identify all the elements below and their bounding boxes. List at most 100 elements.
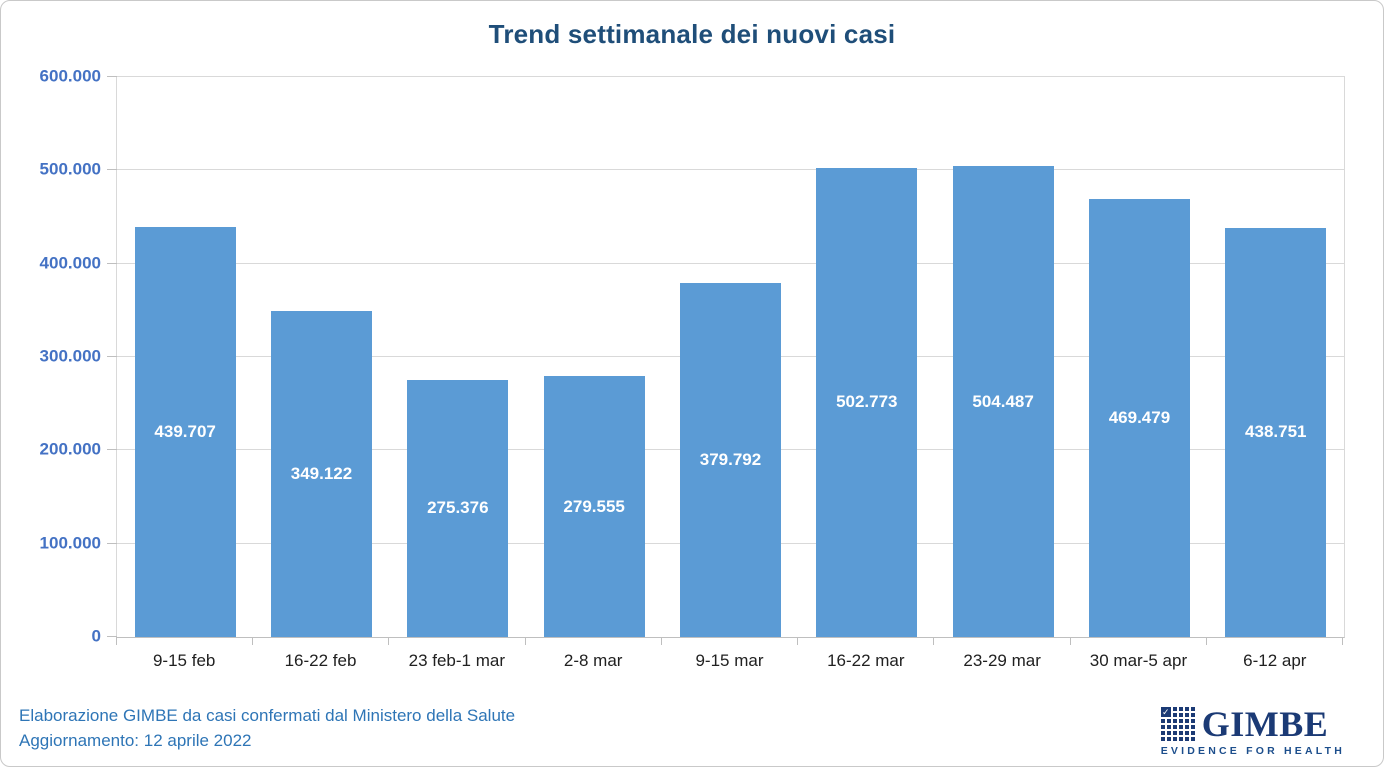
gimbe-logo-name: GIMBE xyxy=(1201,703,1329,744)
y-tick-mark xyxy=(107,636,117,637)
bar-value-label: 502.773 xyxy=(836,392,898,412)
x-axis-category-label: 9-15 mar xyxy=(695,651,764,670)
bar-column: 469.479 xyxy=(1071,77,1207,637)
bar-column: 275.376 xyxy=(390,77,526,637)
y-axis-tick-label: 600.000 xyxy=(39,66,101,86)
logo-grid-square xyxy=(1166,731,1171,735)
bar-value-label: 439.707 xyxy=(154,421,216,441)
y-axis-tick-label: 100.000 xyxy=(39,533,101,553)
logo-grid-square xyxy=(1166,719,1171,723)
x-axis-category-label: 6-12 apr xyxy=(1243,651,1307,670)
footer-line-1: Elaborazione GIMBE da casi confermati da… xyxy=(19,706,516,725)
gridline xyxy=(117,262,1344,264)
bar: 279.555 xyxy=(543,376,645,637)
bar-column: 379.792 xyxy=(662,77,798,637)
logo-grid-square xyxy=(1178,707,1183,711)
bar: 439.707 xyxy=(134,226,236,637)
x-axis-category-label: 16-22 mar xyxy=(827,651,905,670)
logo-grid-square xyxy=(1184,707,1189,711)
logo-grid-square xyxy=(1190,731,1195,735)
bar: 469.479 xyxy=(1089,198,1190,637)
y-axis-tick-label: 500.000 xyxy=(39,159,101,179)
y-tick-mark xyxy=(107,169,117,171)
bar-value-label: 275.376 xyxy=(427,498,489,518)
y-tick-mark xyxy=(107,76,117,77)
gimbe-logo: ✓ GIMBE EVIDENCE FOR HEALTH xyxy=(1160,703,1345,757)
y-tick-mark xyxy=(107,356,117,357)
bar-column: 504.487 xyxy=(935,77,1071,637)
bars-row: 439.707 349.122 275.376 279.555 379.792 502.7… xyxy=(117,77,1344,637)
logo-grid-square xyxy=(1160,719,1165,723)
x-tick-mark xyxy=(1207,637,1343,645)
x-tick-mark xyxy=(253,637,390,645)
logo-grid-square xyxy=(1178,737,1183,741)
logo-grid-square xyxy=(1160,725,1165,729)
y-axis-tick-label: 300.000 xyxy=(39,346,101,366)
logo-grid-square xyxy=(1178,725,1183,729)
x-axis-ticks xyxy=(116,637,1343,645)
logo-grid-square xyxy=(1190,713,1195,717)
plot-area: 439.707 349.122 275.376 279.555 379.792 502.7… xyxy=(107,76,1345,638)
x-axis-category-label: 9-15 feb xyxy=(152,651,216,670)
logo-grid-square xyxy=(1184,737,1189,741)
bar: 502.773 xyxy=(816,167,918,637)
logo-grid-square xyxy=(1190,707,1195,711)
footer-source-note: Elaborazione GIMBE da casi confermati da… xyxy=(19,703,515,753)
logo-grid-square xyxy=(1178,731,1183,735)
bar-value-label: 438.751 xyxy=(1245,422,1307,442)
gimbe-logo-tagline: EVIDENCE FOR HEALTH xyxy=(1160,745,1345,757)
bar: 275.376 xyxy=(407,379,509,637)
logo-grid-square xyxy=(1178,719,1183,723)
gimbe-grid-checkmark-icon: ✓ xyxy=(1160,706,1195,741)
logo-grid-square xyxy=(1166,725,1171,729)
bar-value-label: 379.792 xyxy=(699,449,762,469)
bar-value-label: 504.487 xyxy=(972,391,1034,411)
bar-column: 438.751 xyxy=(1208,77,1344,637)
logo-grid-square xyxy=(1166,737,1171,741)
logo-grid-square xyxy=(1172,737,1177,741)
logo-grid-square xyxy=(1160,731,1165,735)
logo-grid-square xyxy=(1184,713,1189,717)
chart-title: Trend settimanale dei nuovi casi xyxy=(488,19,896,49)
x-tick-mark xyxy=(389,637,526,645)
x-tick-mark xyxy=(662,637,799,645)
logo-grid-square xyxy=(1184,725,1189,729)
bar-column: 279.555 xyxy=(526,77,662,637)
x-axis-category-label: 16-22 feb xyxy=(284,651,357,670)
gridline xyxy=(117,169,1344,171)
bar-column: 502.773 xyxy=(799,77,935,637)
checkmark-icon: ✓ xyxy=(1160,706,1171,717)
x-axis-category-label: 23 feb-1 mar xyxy=(408,651,506,670)
logo-grid-square xyxy=(1160,737,1165,741)
footer-line-2: Aggiornamento: 12 aprile 2022 xyxy=(19,731,252,750)
x-axis-labels: 9-15 feb 16-22 feb 23 feb-1 mar 2-8 mar 9-15… xyxy=(116,651,1343,671)
bar: 349.122 xyxy=(271,311,372,637)
logo-grid-square xyxy=(1178,713,1183,717)
y-tick-mark xyxy=(107,262,117,264)
bar-value-label: 469.479 xyxy=(1108,407,1171,427)
logo-grid-square xyxy=(1190,725,1195,729)
bar-value-label: 349.122 xyxy=(290,464,353,484)
logo-grid-square xyxy=(1172,713,1177,717)
logo-grid-square xyxy=(1184,719,1189,723)
logo-grid-square xyxy=(1172,731,1177,735)
bar-value-label: 279.555 xyxy=(563,496,625,516)
logo-grid-square xyxy=(1172,707,1177,711)
bar: 504.487 xyxy=(952,166,1054,637)
logo-grid-square xyxy=(1172,719,1177,723)
x-tick-mark xyxy=(798,637,935,645)
y-tick-mark xyxy=(107,449,117,451)
y-axis-tick-label: 0 xyxy=(91,626,101,646)
x-tick-mark xyxy=(526,637,662,645)
bar-column: 349.122 xyxy=(253,77,389,637)
x-tick-mark xyxy=(117,637,254,645)
logo-grid-square xyxy=(1172,725,1177,729)
x-tick-mark xyxy=(1071,637,1207,645)
logo-grid-square xyxy=(1190,737,1195,741)
x-axis-category-label: 2-8 mar xyxy=(563,651,623,670)
x-tick-mark xyxy=(934,637,1071,645)
y-axis-tick-label: 400.000 xyxy=(39,253,101,273)
gimbe-logo-top: ✓ GIMBE xyxy=(1160,703,1329,744)
logo-grid-square xyxy=(1190,719,1195,723)
